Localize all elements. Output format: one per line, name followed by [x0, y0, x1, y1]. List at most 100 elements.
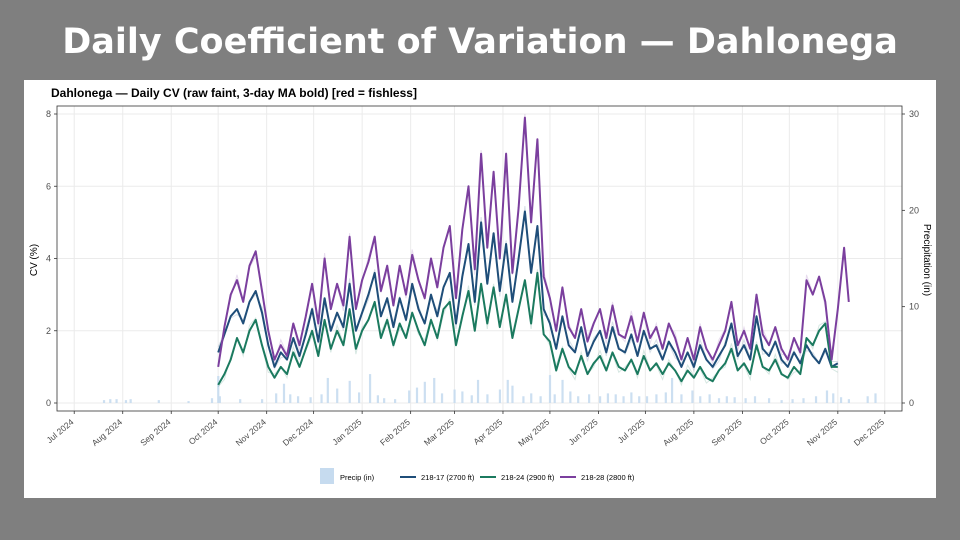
legend-precip-label: Precip (in) [340, 473, 375, 482]
precip-bar [553, 394, 556, 403]
x-tick-label: Feb 2025 [378, 417, 412, 448]
precip-bar [733, 397, 736, 403]
precip-bar [115, 399, 118, 403]
x-tick-label: Jan 2025 [330, 417, 363, 447]
precip-bar [217, 376, 220, 403]
y-axis-label: CV (%) [29, 244, 40, 276]
x-tick-label: Sep 2025 [709, 417, 744, 448]
x-tick-label: Aug 2025 [661, 417, 696, 448]
precip-bar [440, 393, 444, 403]
precip-bar [453, 389, 456, 403]
x-tick-label: Nov 2025 [805, 417, 840, 448]
precip-bar [791, 399, 794, 403]
x-tick-label: Mar 2025 [422, 417, 456, 448]
precip-bar [124, 400, 128, 403]
precip-bar [498, 389, 502, 403]
precip-bar [539, 396, 542, 403]
precip-bar [239, 399, 242, 403]
precip-bar [470, 395, 473, 403]
precip-bar [569, 391, 572, 403]
precip-bar [753, 396, 757, 403]
precip-bar [530, 393, 533, 403]
precip-bar [275, 393, 278, 403]
precip-bar [717, 398, 721, 403]
legend-label-2: 218-28 (2800 ft) [581, 473, 635, 482]
precip-bar [423, 381, 426, 403]
precip-bar [476, 379, 480, 403]
precip-bar [638, 396, 641, 403]
ma-line-0 [217, 210, 839, 368]
x-tick-label: Jul 2025 [616, 417, 647, 445]
precip-bar [320, 394, 323, 403]
legend-label-1: 218-24 (2900 ft) [501, 473, 555, 482]
precip-bar [744, 398, 747, 403]
precip-bar [664, 392, 667, 403]
ma-line-1 [217, 271, 838, 386]
precip-bar [348, 380, 351, 403]
chart-title: Dahlonega — Daily CV (raw faint, 3-day M… [51, 86, 417, 100]
y2-tick-label: 10 [909, 302, 919, 312]
precip-bar [511, 385, 514, 403]
precip-bar [129, 399, 132, 403]
y-tick-label: 2 [46, 326, 51, 336]
precip-bar [309, 397, 312, 403]
precip-bar [376, 395, 379, 403]
precip-bar [394, 399, 397, 403]
precip-bar [614, 394, 617, 403]
precip-bar [408, 390, 411, 403]
precip-bar [282, 383, 286, 403]
x-tick-label: Dec 2025 [852, 417, 887, 448]
precip-bar [606, 393, 610, 403]
precip-bar [832, 393, 835, 403]
precip-bar [415, 387, 419, 403]
precip-bar [383, 398, 386, 403]
precip-bar [109, 399, 112, 403]
precip-bar [548, 375, 552, 403]
precip-bar [802, 398, 805, 403]
precip-bar [839, 397, 843, 403]
precip-bar [461, 391, 464, 403]
precip-bar [708, 394, 711, 403]
precip-bar [825, 390, 829, 403]
x-tick-label: Oct 2025 [758, 417, 791, 447]
precip-bar [866, 396, 869, 403]
precip-bar [680, 394, 683, 403]
precip-bar [780, 400, 783, 403]
x-tick-label: Apr 2025 [471, 417, 504, 447]
precip-bar [336, 388, 339, 403]
x-tick-label: Sep 2024 [138, 417, 173, 448]
precip-bar [157, 400, 160, 403]
precip-bar [814, 396, 818, 403]
precip-bar [296, 396, 300, 403]
precip-bar [561, 379, 564, 403]
precip-bar [645, 396, 649, 403]
precip-bar [102, 400, 106, 403]
precip-bar [506, 379, 509, 403]
y-tick-label: 6 [46, 181, 51, 191]
precip-bar [622, 396, 625, 403]
precip-bar [588, 394, 591, 403]
series-lines [217, 116, 850, 386]
y-tick-label: 8 [46, 109, 51, 119]
slide-title: Daily Coefficient of Variation — Dahlone… [62, 22, 898, 62]
grid-layer [57, 106, 902, 411]
x-tick-label: Nov 2024 [234, 417, 269, 448]
precip-bar [486, 394, 489, 403]
precip-bar [368, 374, 372, 403]
precip-bar [326, 377, 329, 403]
precip-bar [767, 398, 771, 403]
precip-bars [102, 374, 877, 403]
y2-tick-label: 0 [909, 398, 914, 408]
precip-bar [670, 377, 674, 403]
y2-tick-label: 30 [909, 109, 919, 119]
precip-bar [598, 396, 602, 403]
precip-bar [577, 396, 580, 403]
x-tick-label: Jun 2025 [566, 417, 599, 447]
legend-precip-key [320, 468, 334, 484]
cv-chart: Dahlonega — Daily CV (raw faint, 3-day M… [29, 86, 932, 484]
precip-bar [187, 401, 190, 403]
precip-bar [358, 392, 361, 403]
legend: Precip (in) 218-17 (2700 ft) 218-24 (2900 … [320, 468, 635, 484]
x-tick-label: Dec 2024 [281, 417, 316, 448]
x-tick-label: Aug 2024 [90, 417, 125, 448]
